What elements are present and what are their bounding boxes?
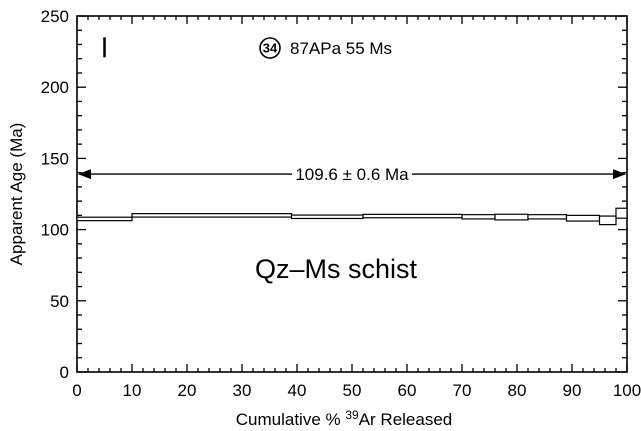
plateau-arrow-left <box>78 169 91 180</box>
x-tick-label: 10 <box>123 381 142 400</box>
sample-number: 34 <box>263 41 278 56</box>
y-tick-label: 250 <box>41 7 69 26</box>
x-tick-label: 30 <box>233 381 252 400</box>
x-tick-label: 70 <box>453 381 472 400</box>
plot-border <box>76 15 628 373</box>
y-axis-ticks: 0 50 100 150 200 250 <box>41 7 627 382</box>
heating-step <box>131 213 293 218</box>
sample-label: 87APa 55 Ms <box>290 39 392 58</box>
plot-frame <box>76 15 628 373</box>
heating-step <box>461 214 496 220</box>
plateau-arrow-right <box>613 169 626 180</box>
sample-number-circle <box>259 37 281 59</box>
y-axis-label: Apparent Age (Ma) <box>7 123 26 266</box>
annotations: 34 87APa 55 Ms Qz–Ms schist <box>103 37 418 284</box>
heating-step <box>598 215 617 226</box>
x-tick-label: 40 <box>288 381 307 400</box>
x-tick-label: 60 <box>398 381 417 400</box>
y-tick-label: 100 <box>41 221 69 240</box>
x-tick-label: 50 <box>343 381 362 400</box>
x-tick-label: 80 <box>508 381 527 400</box>
plateau-age-label: 109.6 ± 0.6 Ma <box>295 165 409 184</box>
heating-step <box>76 216 133 222</box>
heating-step <box>290 214 364 220</box>
heating-step <box>615 207 628 219</box>
x-tick-label: 0 <box>72 381 81 400</box>
y-tick-label: 0 <box>60 363 69 382</box>
age-spectrum-steps <box>76 207 628 226</box>
heating-step <box>565 214 601 222</box>
x-tick-label: 20 <box>178 381 197 400</box>
y-tick-label: 50 <box>50 292 69 311</box>
heating-step <box>527 214 568 220</box>
x-tick-label: 100 <box>613 381 641 400</box>
x-tick-label: 90 <box>563 381 582 400</box>
plateau-marker: 109.6 ± 0.6 Ma <box>78 165 626 184</box>
heating-step <box>362 213 463 219</box>
rock-type-label: Qz–Ms schist <box>255 254 418 284</box>
x-axis-label: Cumulative % 39Ar Released <box>236 408 453 429</box>
y-tick-label: 200 <box>41 78 69 97</box>
x-axis-ticks: 0 10 20 30 40 50 60 70 80 90 100 <box>72 16 641 400</box>
heating-step <box>494 213 529 221</box>
y-tick-label: 150 <box>41 149 69 168</box>
